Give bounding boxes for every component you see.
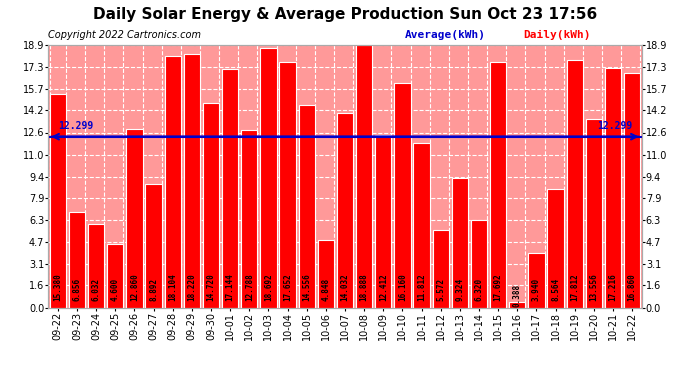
Bar [69,212,85,308]
Bar [50,94,66,308]
Bar [337,112,353,308]
Text: 4.848: 4.848 [322,278,331,300]
Text: 17.144: 17.144 [226,273,235,300]
Text: 18.888: 18.888 [359,273,368,300]
Bar [88,224,104,308]
Text: Daily Solar Energy & Average Production Sun Oct 23 17:56: Daily Solar Energy & Average Production … [93,8,597,22]
Text: 6.032: 6.032 [92,278,101,300]
Bar [126,129,143,308]
Text: 16.860: 16.860 [628,273,637,300]
Text: Daily(kWh): Daily(kWh) [523,30,591,40]
Bar [279,62,296,308]
Text: 14.720: 14.720 [206,273,215,300]
Bar [413,144,430,308]
Text: 17.692: 17.692 [493,273,502,300]
Text: 5.572: 5.572 [436,278,445,300]
Text: 17.812: 17.812 [570,273,579,300]
Bar [529,253,544,308]
Bar [605,68,621,308]
Text: 6.320: 6.320 [475,278,484,300]
Text: 14.556: 14.556 [302,273,311,300]
Text: 17.652: 17.652 [283,273,292,300]
Bar [490,62,506,308]
Bar [586,119,602,308]
Text: 0.388: 0.388 [513,284,522,307]
Bar [317,240,334,308]
Bar [394,83,411,308]
Text: 8.892: 8.892 [149,278,158,300]
Text: 4.600: 4.600 [111,278,120,300]
Text: 3.940: 3.940 [532,278,541,301]
Text: 12.788: 12.788 [245,273,254,300]
Bar [547,189,564,308]
Text: 18.220: 18.220 [188,273,197,300]
Bar [241,130,257,308]
Text: 14.032: 14.032 [340,273,350,300]
Text: Copyright 2022 Cartronics.com: Copyright 2022 Cartronics.com [48,30,201,40]
Text: 13.556: 13.556 [589,273,598,300]
Bar [165,56,181,308]
Bar [203,103,219,308]
Bar [107,244,124,308]
Text: 12.299: 12.299 [58,121,93,131]
Text: 12.860: 12.860 [130,273,139,300]
Bar [509,302,525,307]
Text: 8.564: 8.564 [551,278,560,300]
Bar [566,60,583,308]
Bar [624,74,640,308]
Text: 11.812: 11.812 [417,273,426,300]
Bar [375,135,391,308]
Text: 18.692: 18.692 [264,273,273,300]
Bar [356,45,373,308]
Text: 6.856: 6.856 [72,278,81,300]
Bar [452,178,468,308]
Text: 9.324: 9.324 [455,278,464,300]
Text: 15.380: 15.380 [53,273,62,300]
Bar [146,184,161,308]
Text: 17.216: 17.216 [609,273,618,300]
Text: 18.104: 18.104 [168,273,177,300]
Bar [471,220,487,308]
Bar [184,54,200,307]
Text: 16.160: 16.160 [398,273,407,300]
Text: 12.412: 12.412 [379,273,388,300]
Bar [433,230,449,308]
Text: Average(kWh): Average(kWh) [404,30,485,40]
Bar [299,105,315,308]
Bar [222,69,238,308]
Bar [260,48,277,308]
Text: 12.299: 12.299 [597,121,632,131]
